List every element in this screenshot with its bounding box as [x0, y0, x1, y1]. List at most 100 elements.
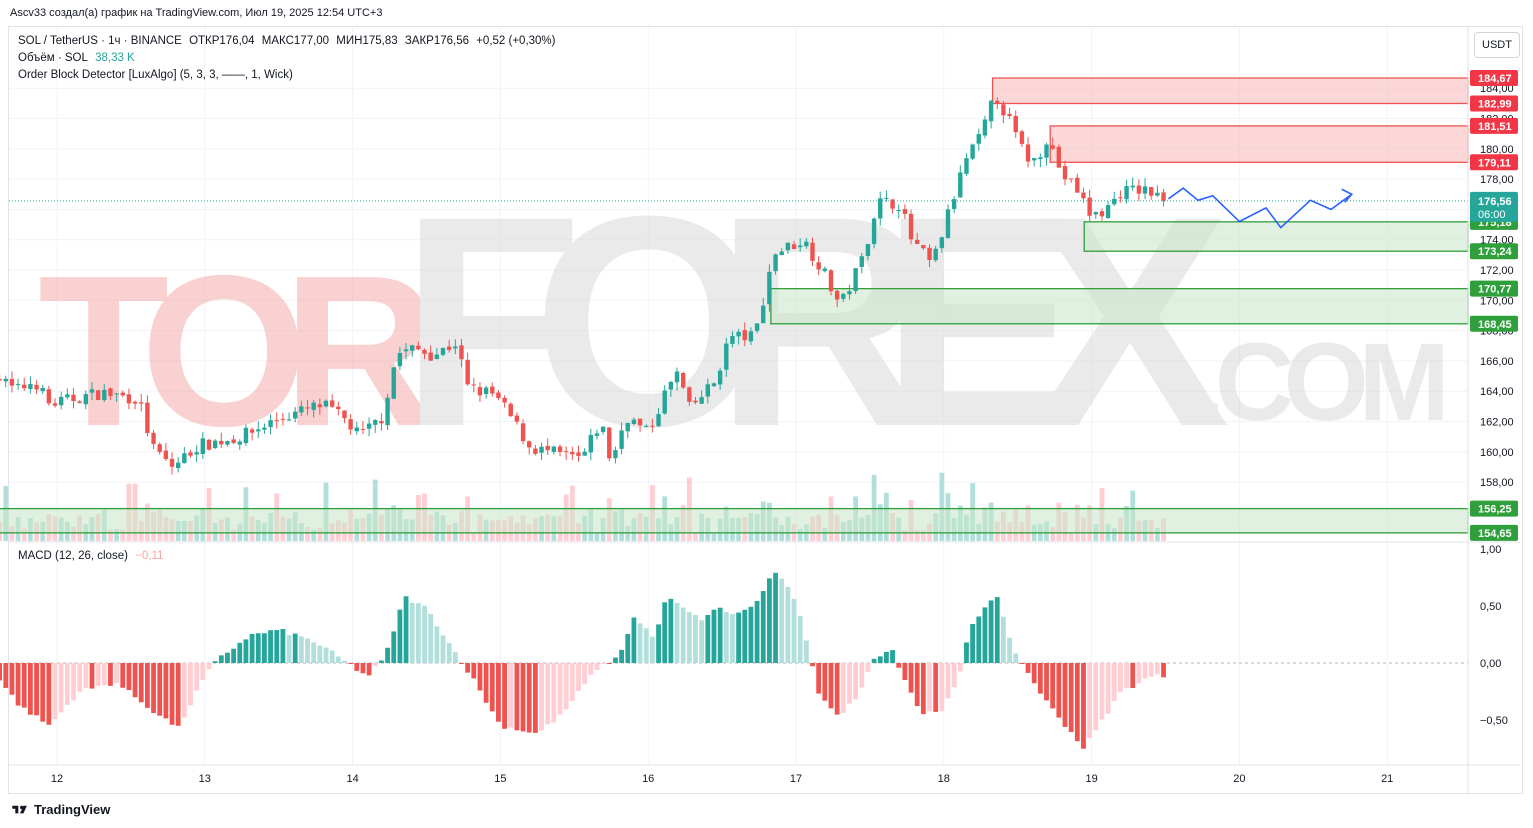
macd-bar	[459, 663, 464, 665]
macd-bar	[1124, 663, 1129, 688]
bull-order-block	[770, 287, 1469, 325]
macd-bar	[212, 661, 218, 663]
candle-body	[976, 134, 981, 144]
volume-legend[interactable]: Объём · SOL 38,33 K	[18, 52, 139, 64]
candle-body	[711, 383, 717, 387]
macd-bar	[939, 663, 945, 712]
tradingview-logo[interactable]: TradingView	[10, 802, 110, 817]
candle-body	[570, 451, 575, 455]
macd-bar	[188, 663, 193, 706]
volume-bar	[797, 528, 803, 541]
candle-body	[705, 384, 711, 397]
candle-body	[169, 458, 175, 467]
candle-body	[379, 420, 384, 424]
candle-body	[1124, 186, 1129, 200]
time-tick-label: 18	[938, 773, 950, 785]
macd-bar	[613, 657, 618, 663]
candle-body	[539, 446, 544, 453]
last-price-value: 176,56	[1478, 196, 1512, 208]
macd-bar	[385, 647, 390, 663]
candle-body	[1050, 145, 1055, 149]
macd-bar	[126, 663, 132, 691]
candle-body	[914, 239, 920, 244]
macd-bar	[779, 578, 785, 663]
low-value: МИН175,83	[336, 35, 398, 47]
macd-bar	[551, 663, 557, 723]
candle-body	[34, 384, 39, 390]
candle-body	[1142, 186, 1148, 194]
macd-bar	[317, 645, 323, 663]
candle-body	[262, 427, 267, 430]
macd-label: MACD (12, 26, close)	[18, 550, 128, 562]
price-label-badge	[1470, 70, 1518, 87]
symbol-legend[interactable]: SOL / TetherUS · 1ч · BINANCE ОТКР176,04…	[18, 35, 559, 47]
candle-body	[114, 393, 119, 395]
macd-bar	[200, 663, 206, 680]
candle-body	[785, 242, 791, 251]
candle-body	[527, 441, 532, 448]
chart-frame	[8, 26, 1523, 794]
macd-bar	[237, 642, 243, 663]
macd-bar	[46, 663, 52, 725]
tradingview-logo-icon	[12, 805, 27, 813]
candle-body	[52, 403, 58, 406]
price-label-text: 179,11	[1478, 157, 1511, 169]
macd-bar	[366, 663, 372, 676]
candle-body	[453, 346, 458, 349]
macd-bar	[791, 598, 797, 663]
macd-bar	[742, 609, 748, 663]
macd-bar	[896, 663, 902, 668]
macd-bar	[372, 663, 378, 667]
macd-bar	[477, 663, 483, 691]
macd-bar	[773, 572, 778, 663]
candle-body	[650, 425, 655, 427]
macd-bar	[1081, 663, 1086, 749]
macd-bar	[957, 663, 963, 672]
candle-body	[0, 378, 2, 381]
candle-body	[557, 446, 563, 452]
candle-body	[514, 415, 520, 422]
candle-body	[970, 144, 975, 159]
macd-bar	[656, 624, 661, 663]
macd-bar	[403, 596, 409, 663]
macd-bar	[452, 652, 458, 663]
indicator-label: Order Block Detector [LuxAlgo] (5, 3, 3,…	[18, 69, 293, 81]
candle-body	[921, 245, 926, 249]
macd-bar	[662, 602, 668, 663]
macd-bar	[1019, 663, 1025, 664]
candle-body	[1001, 104, 1006, 116]
macd-legend[interactable]: MACD (12, 26, close) −0,11	[18, 550, 167, 562]
macd-bar	[526, 663, 532, 733]
candle-body	[305, 407, 310, 409]
candle-body	[1044, 144, 1049, 158]
time-tick-label: 12	[51, 773, 63, 785]
macd-bar	[83, 663, 89, 688]
price-label-text: 170,77	[1478, 284, 1512, 296]
candle-body	[680, 372, 686, 388]
change-value: +0,52 (+0,30%)	[476, 35, 556, 47]
price-label-text: 184,67	[1478, 73, 1512, 85]
symbol-name[interactable]: SOL / TetherUS · 1ч · BINANCE	[18, 35, 182, 47]
candle-body	[668, 382, 674, 390]
candle-body	[71, 394, 76, 402]
bull-order-block	[0, 507, 1469, 534]
price-label-text: 181,51	[1478, 121, 1512, 133]
macd-bar	[181, 663, 187, 718]
macd-bar	[409, 602, 415, 663]
candle-body	[391, 367, 396, 399]
macd-bar	[323, 647, 329, 663]
bull-order-block	[1083, 221, 1469, 252]
macd-bar	[840, 663, 846, 713]
macd-bar	[1105, 663, 1111, 714]
price-label-text: 156,25	[1478, 504, 1512, 516]
candle-body	[182, 453, 187, 464]
macd-bar	[1068, 663, 1074, 732]
macd-bar	[1099, 663, 1105, 720]
currency-button[interactable]: USDT	[1474, 32, 1520, 58]
candle-body	[619, 430, 624, 449]
indicator-legend[interactable]: Order Block Detector [LuxAlgo] (5, 3, 3,…	[18, 69, 297, 81]
macd-bar	[951, 663, 957, 688]
candle-body	[724, 343, 729, 370]
macd-bar	[810, 663, 815, 667]
